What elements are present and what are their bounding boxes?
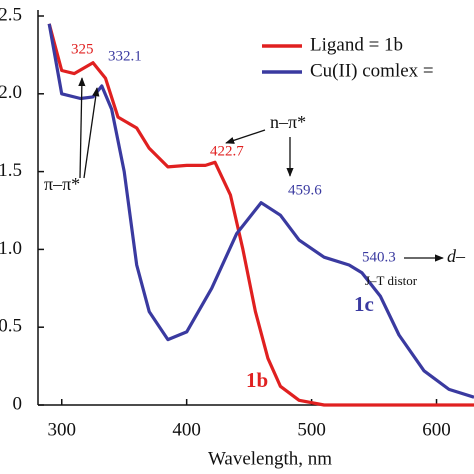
annotation: d–: [447, 246, 466, 266]
x-tick-label: 500: [297, 419, 326, 440]
y-tick-label: 1.5: [0, 160, 22, 181]
y-tick-label: 2.5: [0, 4, 22, 25]
annotation: 459.6: [288, 182, 322, 198]
annotation: 332.1: [108, 48, 142, 64]
annotation: J–T distor: [365, 273, 418, 288]
annotation: n–π*: [270, 112, 306, 132]
annotation: 540.3: [362, 249, 396, 265]
x-tick-label: 400: [172, 419, 201, 440]
legend-label: Ligand = 1b: [310, 34, 403, 55]
arrow: [225, 129, 266, 144]
y-tick-label: 1.0: [0, 238, 22, 259]
series-line: [47, 23, 474, 399]
x-tick-label: 300: [47, 419, 76, 440]
series-line: [47, 23, 474, 407]
y-tick-label: 2.0: [0, 82, 22, 103]
y-tick-label: 0.5: [0, 316, 22, 337]
x-tick-label: 600: [422, 419, 451, 440]
annotation: 1c: [354, 292, 374, 316]
arrow: [83, 87, 100, 179]
annotation: π–π*: [44, 174, 80, 194]
legend-label: Cu(II) comlex =: [310, 60, 434, 81]
y-tick-label: 0: [13, 393, 23, 414]
annotation: 325: [71, 41, 94, 57]
x-axis-label: Wavelength, nm: [208, 448, 332, 469]
annotation: 1b: [246, 368, 268, 392]
annotation: 422.7: [210, 143, 244, 159]
arrow: [78, 77, 86, 179]
